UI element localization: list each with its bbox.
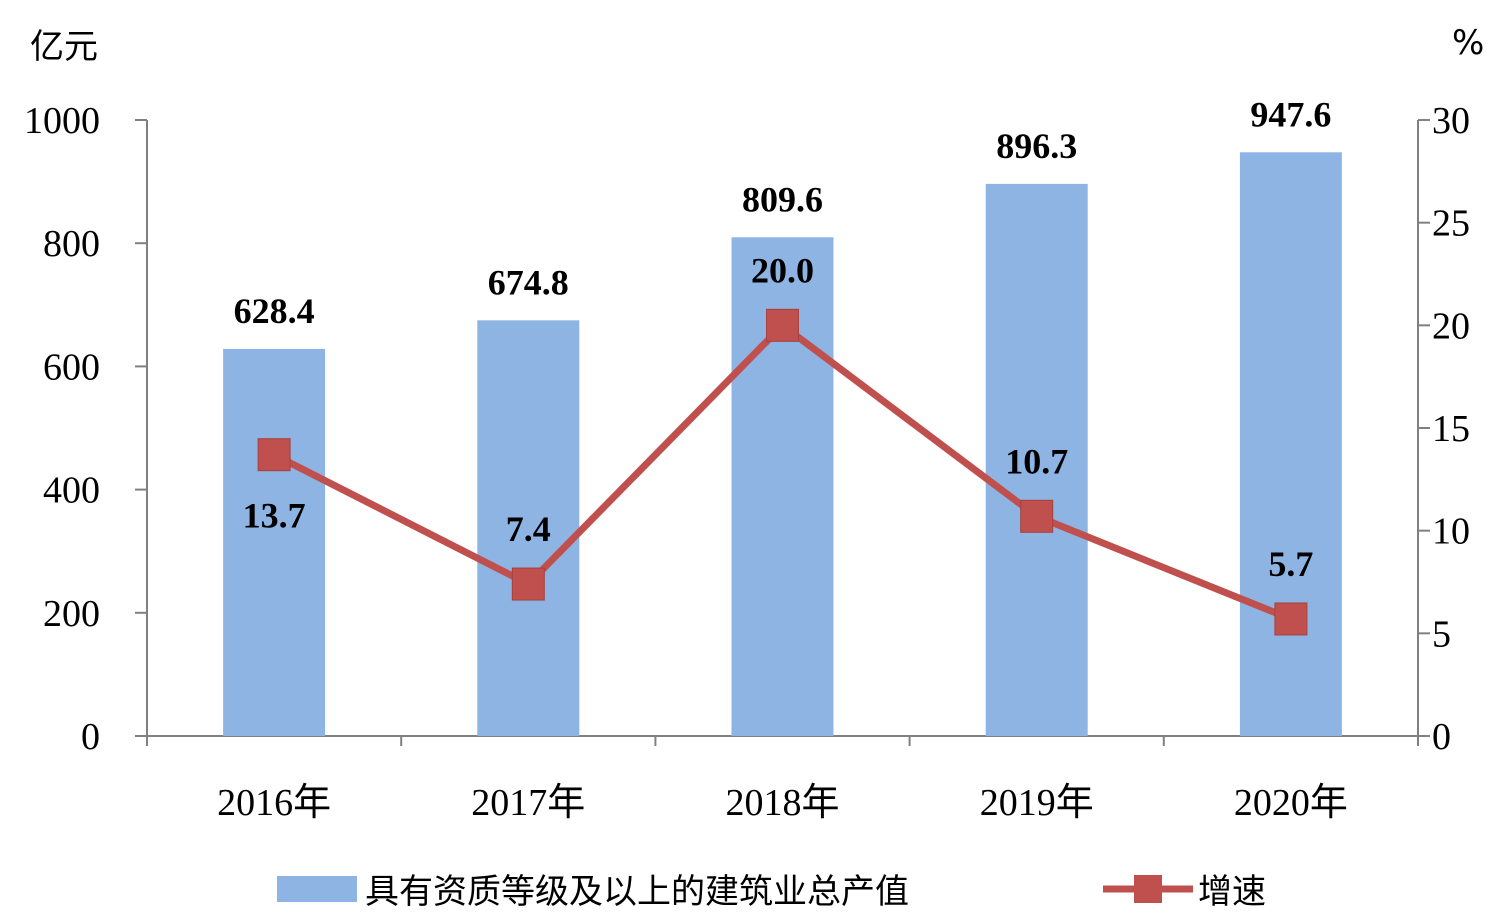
growth-value-label: 5.7 <box>1268 544 1313 584</box>
x-tick-label: 2020年 <box>1234 782 1348 824</box>
right-tick-label: 10 <box>1432 511 1470 553</box>
right-tick-label: 15 <box>1432 408 1470 450</box>
right-tick-label: 25 <box>1432 203 1470 245</box>
right-axis-unit: % <box>1452 23 1484 63</box>
left-tick-label: 1000 <box>24 100 100 142</box>
legend-line-label: 增速 <box>1198 872 1266 912</box>
left-tick-label: 0 <box>81 716 100 758</box>
left-tick-label: 600 <box>43 346 100 388</box>
legend-line-marker <box>1134 875 1162 903</box>
bar-value-label: 674.8 <box>488 262 569 302</box>
growth-point <box>1274 602 1308 636</box>
x-tick-label: 2017年 <box>471 782 585 824</box>
right-tick-label: 5 <box>1432 613 1451 655</box>
legend-bar-swatch <box>277 876 357 902</box>
left-axis-unit: 亿元 <box>30 27 98 67</box>
growth-value-label: 10.7 <box>1005 441 1068 481</box>
bar-value-label: 628.4 <box>234 291 315 331</box>
bar <box>1239 152 1342 737</box>
x-tick-label: 2018年 <box>725 782 839 824</box>
bar-value-label: 947.6 <box>1250 94 1331 134</box>
growth-value-label: 7.4 <box>506 509 551 549</box>
x-tick-label: 2016年 <box>217 782 331 824</box>
bar <box>223 348 326 736</box>
left-tick-label: 800 <box>43 223 100 265</box>
bar-series <box>223 152 1342 737</box>
growth-value-label: 13.7 <box>243 496 306 536</box>
legend: 具有资质等级及以上的建筑业总产值 增速 <box>277 872 1266 912</box>
data-labels: 628.4 674.8 809.6 896.3 947.6 13.7 7.4 20.0 10.7… <box>234 94 1332 584</box>
growth-point <box>766 308 799 342</box>
x-tick-label: 2019年 <box>980 782 1094 824</box>
legend-bar-label: 具有资质等级及以上的建筑业总产值 <box>365 872 909 912</box>
axes: 0 200 400 600 800 1000 0 5 10 15 20 25 30 2016年 2017年 2… <box>24 100 1470 824</box>
left-tick-label: 200 <box>43 593 100 635</box>
growth-point <box>511 567 545 601</box>
left-tick-label: 400 <box>43 470 100 512</box>
right-tick-label: 30 <box>1432 100 1470 142</box>
line-series <box>257 308 1308 636</box>
right-tick-label: 0 <box>1432 716 1451 758</box>
bar <box>477 320 580 736</box>
bar-value-label: 896.3 <box>996 126 1077 166</box>
growth-point <box>1020 499 1054 533</box>
growth-value-label: 20.0 <box>751 250 814 290</box>
right-tick-label: 20 <box>1432 305 1470 347</box>
growth-point <box>257 438 291 472</box>
bar-value-label: 809.6 <box>742 179 823 219</box>
bar <box>985 183 1088 736</box>
